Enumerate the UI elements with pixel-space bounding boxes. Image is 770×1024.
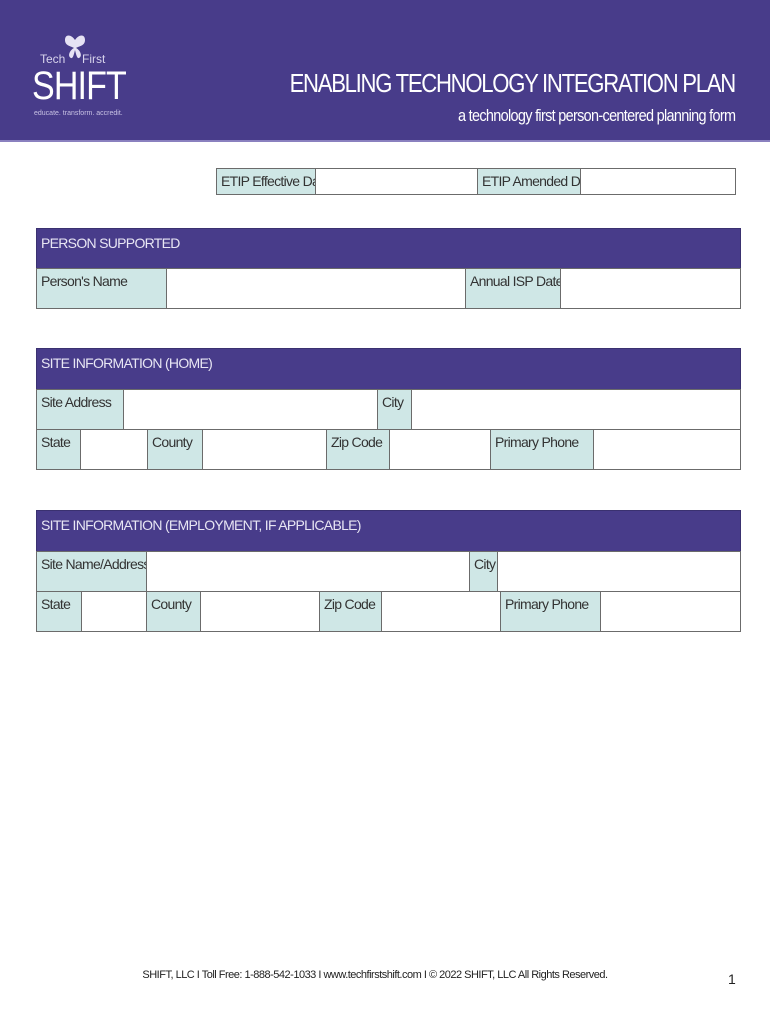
home-zip-field[interactable] <box>389 429 491 470</box>
footer-text: SHIFT, LLC I Toll Free: 1-888-542-1033 I… <box>142 969 608 981</box>
page-header: Tech First SHIFT educate. transform. acc… <box>0 0 770 142</box>
butterfly-icon <box>65 35 85 59</box>
page-title: ENABLING TECHNOLOGY INTEGRATION PLAN <box>289 68 737 98</box>
home-phone-label: Primary Phone <box>490 429 594 470</box>
emp-zip-field[interactable] <box>381 591 501 632</box>
logo-tech-text: Tech <box>40 52 66 66</box>
emp-phone-field[interactable] <box>600 591 741 632</box>
home-county-field[interactable] <box>202 429 327 470</box>
home-city-label: City <box>377 389 412 430</box>
emp-site-address-field[interactable] <box>146 551 470 592</box>
home-county-label: County <box>147 429 203 470</box>
etip-effective-date-label: ETIP Effective Date <box>216 168 330 195</box>
tech-first-shift-logo: Tech First SHIFT educate. transform. acc… <box>30 34 127 120</box>
site-employment-header: SITE INFORMATION (EMPLOYMENT, IF APPLICA… <box>36 510 741 552</box>
page-number: 1 <box>728 971 736 987</box>
emp-county-label: County <box>146 591 201 632</box>
home-phone-field[interactable] <box>593 429 741 470</box>
emp-city-field[interactable] <box>497 551 741 592</box>
person-supported-header: PERSON SUPPORTED <box>36 228 741 269</box>
page-subtitle: a technology first person-centered plann… <box>457 106 736 125</box>
home-state-label: State <box>36 429 81 470</box>
emp-state-label: State <box>36 591 82 632</box>
emp-county-field[interactable] <box>200 591 320 632</box>
persons-name-label: Person's Name <box>36 268 167 309</box>
home-state-field[interactable] <box>80 429 148 470</box>
home-zip-label: Zip Code <box>326 429 390 470</box>
logo-tagline: educate. transform. accredit. <box>34 110 123 117</box>
emp-site-address-label: Site Name/Address <box>36 551 150 592</box>
logo-brand-text: SHIFT <box>32 64 127 108</box>
persons-name-field[interactable] <box>166 268 466 309</box>
logo-first-text: First <box>82 52 106 66</box>
annual-isp-date-field[interactable] <box>560 268 741 309</box>
emp-state-field[interactable] <box>81 591 147 632</box>
emp-phone-label: Primary Phone <box>500 591 601 632</box>
site-home-header: SITE INFORMATION (HOME) <box>36 348 741 390</box>
home-site-address-label: Site Address <box>36 389 124 430</box>
emp-zip-label: Zip Code <box>319 591 382 632</box>
annual-isp-date-label: Annual ISP Date <box>465 268 563 309</box>
emp-city-label: City <box>469 551 498 592</box>
etip-amended-date-field[interactable] <box>580 168 736 195</box>
home-city-field[interactable] <box>411 389 741 430</box>
home-site-address-field[interactable] <box>123 389 378 430</box>
etip-amended-date-label: ETIP Amended Date <box>477 168 598 195</box>
etip-effective-date-field[interactable] <box>315 168 478 195</box>
